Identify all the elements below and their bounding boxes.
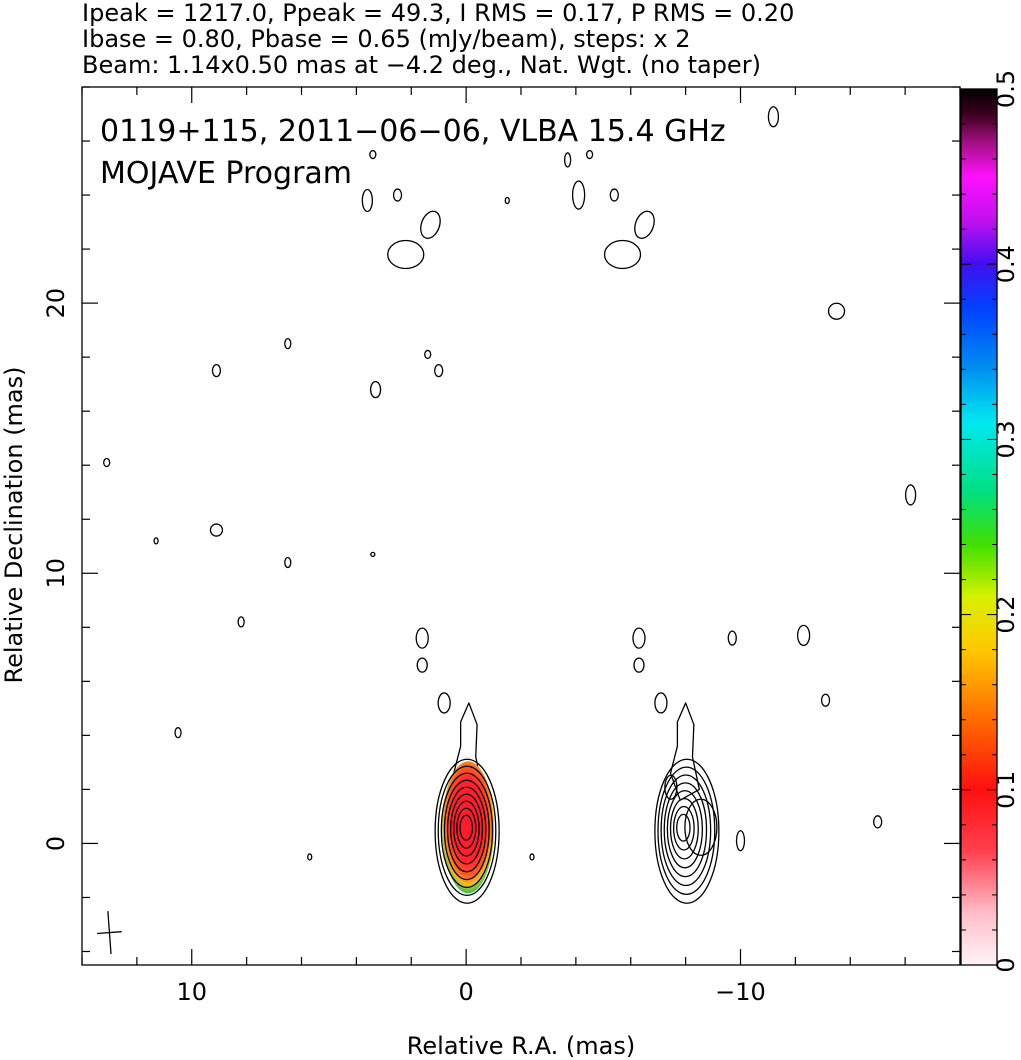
core-contour-level (663, 782, 708, 878)
core-contour-level (443, 779, 490, 881)
polarized-emission (442, 761, 495, 894)
noise-contour (563, 152, 572, 168)
colorbar-tick-label: 0.2 (992, 596, 1020, 634)
core-contour-extension (664, 774, 678, 800)
y-tick-label: 20 (42, 288, 70, 319)
core-contour-extension (684, 798, 718, 856)
tick-labels: 10 0 −10 0 10 20 (42, 288, 766, 1006)
contour-map (97, 106, 917, 955)
core-contour-level (676, 813, 691, 842)
header-line-peak: Ipeak = 1217.0, Ppeak = 49.3, I RMS = 0.… (82, 0, 795, 27)
core-contour-level (456, 807, 477, 849)
jet-contour (669, 702, 700, 801)
core-contour-level (672, 805, 695, 851)
x-tick-label: 0 (458, 978, 473, 1006)
noise-contour (416, 657, 428, 673)
noise-contour (361, 188, 374, 213)
colorbar-tick-label: 0.3 (992, 420, 1020, 458)
core-contour-level (437, 765, 497, 896)
noise-contour (369, 149, 377, 160)
noise-contour (392, 188, 403, 202)
noise-contour (585, 149, 594, 160)
noise-contour (904, 484, 917, 506)
noise-contour (571, 180, 586, 210)
header-line-beam: Beam: 1.14x0.50 mas at −4.2 deg., Nat. W… (82, 51, 761, 79)
colorbar-tick-label: 0.4 (992, 245, 1020, 283)
core-contour-level (666, 790, 704, 869)
noise-contour (211, 364, 222, 378)
core-contour-level (450, 793, 484, 865)
noise-contour (727, 630, 737, 646)
header-info: Ipeak = 1217.0, Ppeak = 49.3, I RMS = 0.… (82, 0, 1012, 78)
core-contour-level (434, 758, 500, 904)
core-contour-level (657, 766, 716, 895)
y-tick-label: 10 (42, 558, 70, 589)
noise-contour (174, 727, 182, 739)
noise-contour (654, 692, 668, 714)
noise-contour (284, 337, 292, 350)
noise-contour (609, 188, 619, 202)
core-contour-level (453, 800, 480, 857)
noise-contour (873, 815, 883, 829)
noise-contour (796, 624, 811, 647)
core-contour-level (669, 797, 699, 860)
noise-contour (420, 210, 441, 239)
core-contour-level (446, 786, 487, 873)
x-tick-label: 10 (176, 978, 207, 1006)
colorbar-ticks: 0 0.1 0.2 0.3 0.4 0.5 (961, 70, 1020, 973)
noise-contour (529, 853, 535, 861)
noise-contour (237, 616, 245, 628)
chart-subtitle: MOJAVE Program (100, 156, 352, 191)
chart-title: 0119+115, 2011−06−06, VLBA 15.4 GHz (100, 114, 726, 149)
x-tick-label: −10 (715, 978, 766, 1006)
y-tick-label: 0 (42, 836, 70, 851)
colorbar (960, 88, 998, 966)
axis-ticks (81, 86, 961, 965)
noise-contour (827, 302, 846, 320)
noise-contour (820, 693, 831, 707)
noise-contour (632, 627, 646, 649)
colorbar-tick-label: 0.5 (992, 70, 1020, 108)
noise-contour (153, 537, 159, 545)
noise-contour (603, 239, 642, 270)
noise-contour (307, 853, 313, 861)
colorbar-tick-label: 0.1 (992, 771, 1020, 809)
core-contour-level (459, 814, 474, 841)
y-axis-label: Relative Declination (mas) (0, 366, 28, 683)
x-axis-label: Relative R.A. (mas) (407, 1032, 635, 1060)
noise-contour (370, 551, 376, 558)
noise-contour (284, 556, 292, 569)
noise-contour (437, 692, 451, 714)
header-line-base: Ibase = 0.80, Pbase = 0.65 (mJy/beam), s… (82, 25, 691, 53)
beam-minor-axis (97, 931, 122, 935)
noise-contour (369, 380, 382, 399)
noise-contour (387, 239, 425, 270)
noise-contour (634, 210, 655, 239)
plot-frame (81, 86, 961, 966)
noise-contour (209, 523, 224, 537)
noise-contour (767, 106, 780, 128)
noise-contour (633, 657, 645, 673)
noise-contour (424, 349, 432, 360)
noise-contour (434, 364, 444, 378)
noise-contour (735, 830, 746, 852)
noise-contour (415, 627, 429, 649)
colorbar-tick-label: 0 (992, 957, 1020, 972)
core-contour-level (440, 772, 494, 889)
noise-contour (504, 196, 510, 205)
core-contour-level (660, 774, 712, 887)
noise-contour (103, 457, 111, 468)
core-contour-level (654, 758, 720, 904)
